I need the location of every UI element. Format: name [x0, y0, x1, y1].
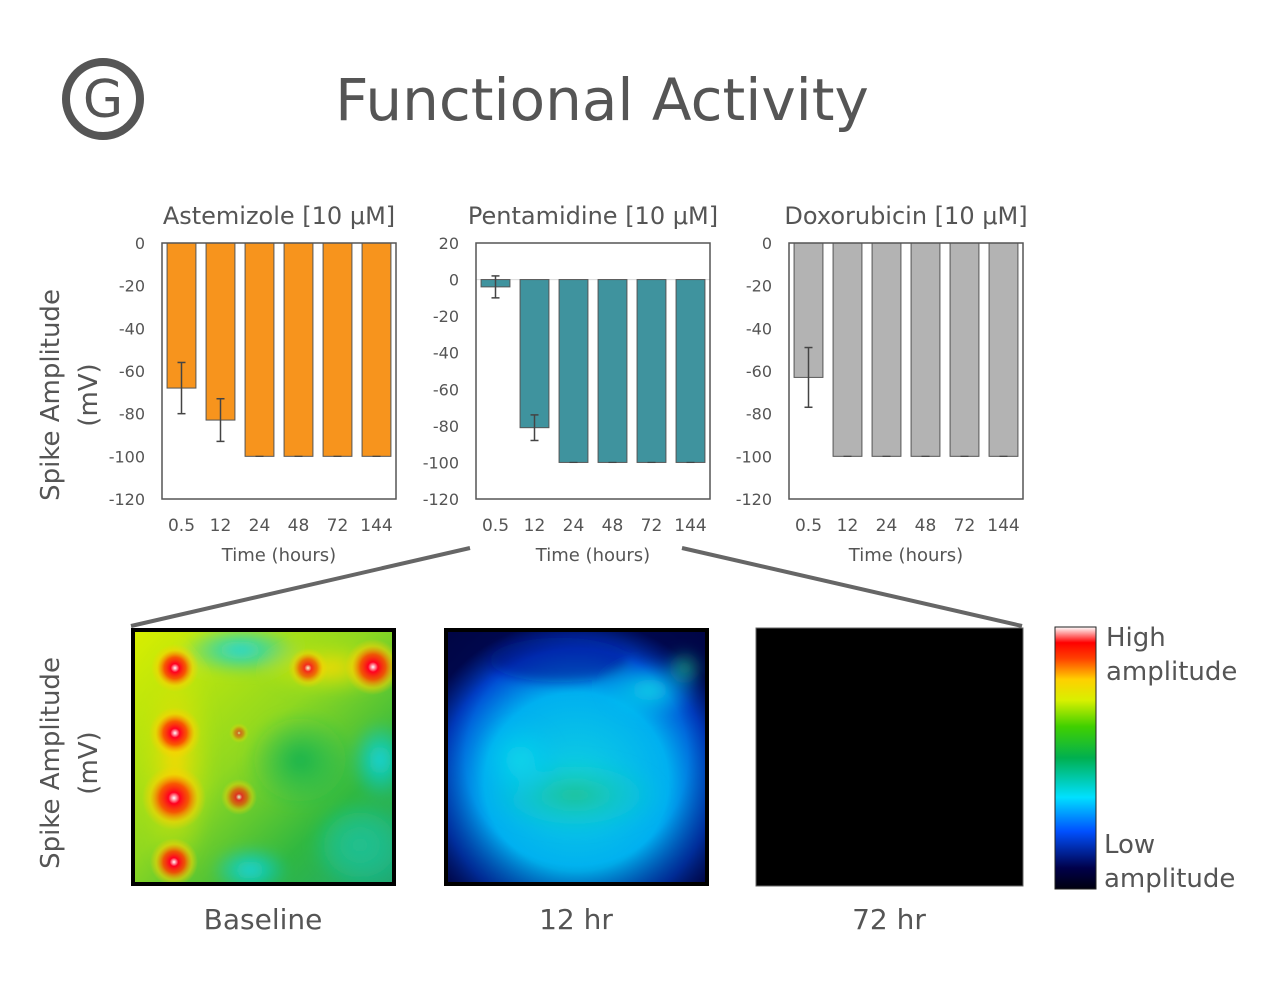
- heatmap-y-axis-label: Spike Amplitude (mV): [36, 657, 104, 869]
- y-axis-label-line2: (mV): [74, 363, 104, 426]
- doxorubicin-plot-frame: [788, 242, 1024, 500]
- doxorubicin-ytick-label: -80: [746, 405, 772, 424]
- pentamidine-xtick-label: 12: [524, 516, 546, 536]
- pentamidine-bar-72: [636, 279, 667, 463]
- doxorubicin-ytick-label: -40: [746, 319, 772, 338]
- heatmap-72hr-frame: [755, 627, 1024, 887]
- pentamidine-plot-frame: [475, 242, 711, 500]
- astemizole-xtick-label: 24: [249, 516, 271, 536]
- doxorubicin-xtick-label: 24: [876, 516, 898, 536]
- colorbar: High amplitude Low amplitude: [1054, 623, 1237, 894]
- heatmap-12hr-label: 12 hr: [539, 903, 613, 936]
- colorbar-gradient: [1054, 626, 1097, 890]
- doxorubicin-xtick-label: 12: [837, 516, 859, 536]
- pentamidine-bar-chart: Pentamidine [10 μM] 20 0 -20 -40 -60 -80 -100 -1…: [423, 202, 718, 566]
- pentamidine-bar-48: [597, 279, 628, 463]
- pentamidine-ytick-label: 0: [449, 271, 459, 290]
- astemizole-xtick-label: 72: [327, 516, 349, 536]
- pentamidine-bar-144: [675, 279, 706, 463]
- astemizole-bar-chart: Astemizole [10 μM] 0 -20 -40 -60 -80 -100 -120 0…: [109, 202, 397, 566]
- pentamidine-xtick-label: 24: [563, 516, 585, 536]
- astemizole-xtick-label: 12: [210, 516, 232, 536]
- page-title: Functional Activity: [335, 66, 869, 134]
- doxorubicin-error-bar-0.5: [804, 346, 813, 409]
- doxorubicin-bar-chart: Doxorubicin [10 μM] 0 -20 -40 -60 -80 -100 -120…: [736, 202, 1028, 566]
- doxorubicin-bar-48: [910, 242, 941, 457]
- doxorubicin-bar-72: [949, 242, 980, 457]
- heatmap-y-axis-label-line1: Spike Amplitude: [36, 657, 66, 869]
- pentamidine-xtick-label: 144: [674, 516, 706, 536]
- colorbar-high-label-line1: High: [1106, 623, 1166, 653]
- pentamidine-bar-12: [519, 279, 550, 429]
- astemizole-bar-12: [205, 242, 236, 421]
- pentamidine-xtick-label: 0.5: [482, 516, 509, 536]
- astemizole-ytick-label: -60: [119, 362, 145, 381]
- doxorubicin-xtick-label: 144: [987, 516, 1019, 536]
- doxorubicin-bar-12: [832, 242, 863, 457]
- zoom-connector-left: [130, 546, 471, 628]
- panel-label-circle: [62, 58, 144, 140]
- doxorubicin-xtick-label: 72: [954, 516, 976, 536]
- heatmap-baseline-label: Baseline: [204, 903, 323, 936]
- pentamidine-ytick-label: -40: [433, 344, 459, 363]
- pentamidine-ytick-label: 20: [439, 234, 459, 253]
- pentamidine-error-bar-12: [530, 414, 539, 442]
- heatmap-12hr: 12 hr: [444, 628, 709, 936]
- astemizole-bar-72: [322, 242, 353, 457]
- astemizole-bar-24: [244, 242, 275, 457]
- astemizole-chart-title: Astemizole [10 μM]: [163, 202, 395, 230]
- heatmap-72hr-label: 72 hr: [852, 903, 926, 936]
- panel-label-badge: G: [62, 58, 144, 140]
- astemizole-plot-frame: [161, 242, 397, 500]
- astemizole-xtick-label: 144: [360, 516, 392, 536]
- bar-chart-y-axis-label: Spike Amplitude (mV): [36, 289, 104, 501]
- doxorubicin-chart-title: Doxorubicin [10 μM]: [784, 202, 1027, 230]
- pentamidine-chart-title: Pentamidine [10 μM]: [468, 202, 718, 230]
- doxorubicin-bar-24: [871, 242, 902, 457]
- astemizole-ytick-label: 0: [135, 234, 145, 253]
- colorbar-low-label-line2: amplitude: [1104, 864, 1235, 894]
- doxorubicin-xtick-label: 48: [915, 516, 937, 536]
- pentamidine-x-axis-label: Time (hours): [535, 545, 650, 566]
- astemizole-ytick-label: -40: [119, 319, 145, 338]
- pentamidine-ytick-label: -60: [433, 380, 459, 399]
- colorbar-high-label-line2: amplitude: [1106, 657, 1237, 687]
- astemizole-ytick-label: -20: [119, 277, 145, 296]
- pentamidine-xtick-label: 48: [602, 516, 624, 536]
- pentamidine-ytick-label: -80: [433, 417, 459, 436]
- pentamidine-xtick-label: 72: [641, 516, 663, 536]
- astemizole-error-bar-12: [216, 397, 225, 443]
- pentamidine-error-bar-0.5: [491, 275, 500, 299]
- pentamidine-ytick-label: -120: [423, 490, 459, 509]
- pentamidine-bar-24: [558, 279, 589, 463]
- panel-label: G: [83, 70, 123, 130]
- doxorubicin-ytick-label: -60: [746, 362, 772, 381]
- pentamidine-ytick-label: -100: [423, 453, 459, 472]
- astemizole-ytick-label: -100: [109, 447, 145, 466]
- astemizole-error-bar-0.5: [177, 361, 186, 415]
- heatmap-baseline: Baseline: [131, 628, 396, 936]
- pentamidine-ytick-label: -20: [433, 307, 459, 326]
- astemizole-bar-48: [283, 242, 314, 457]
- astemizole-bar-144: [361, 242, 392, 457]
- zoom-connector-right: [681, 546, 1023, 628]
- y-axis-label-line1: Spike Amplitude: [36, 289, 66, 501]
- doxorubicin-bar-144: [988, 242, 1019, 457]
- doxorubicin-xtick-label: 0.5: [795, 516, 822, 536]
- doxorubicin-ytick-label: 0: [762, 234, 772, 253]
- astemizole-xtick-label: 48: [288, 516, 310, 536]
- doxorubicin-ytick-label: -20: [746, 277, 772, 296]
- heatmap-y-axis-label-line2: (mV): [74, 731, 104, 794]
- astemizole-ytick-label: -80: [119, 405, 145, 424]
- doxorubicin-x-axis-label: Time (hours): [848, 545, 963, 566]
- heatmap-72hr: 72 hr: [755, 627, 1024, 936]
- astemizole-ytick-label: -120: [109, 490, 145, 509]
- doxorubicin-ytick-label: -100: [736, 447, 772, 466]
- doxorubicin-ytick-label: -120: [736, 490, 772, 509]
- astemizole-x-axis-label: Time (hours): [221, 545, 336, 566]
- colorbar-low-label-line1: Low: [1104, 830, 1155, 860]
- astemizole-xtick-label: 0.5: [168, 516, 195, 536]
